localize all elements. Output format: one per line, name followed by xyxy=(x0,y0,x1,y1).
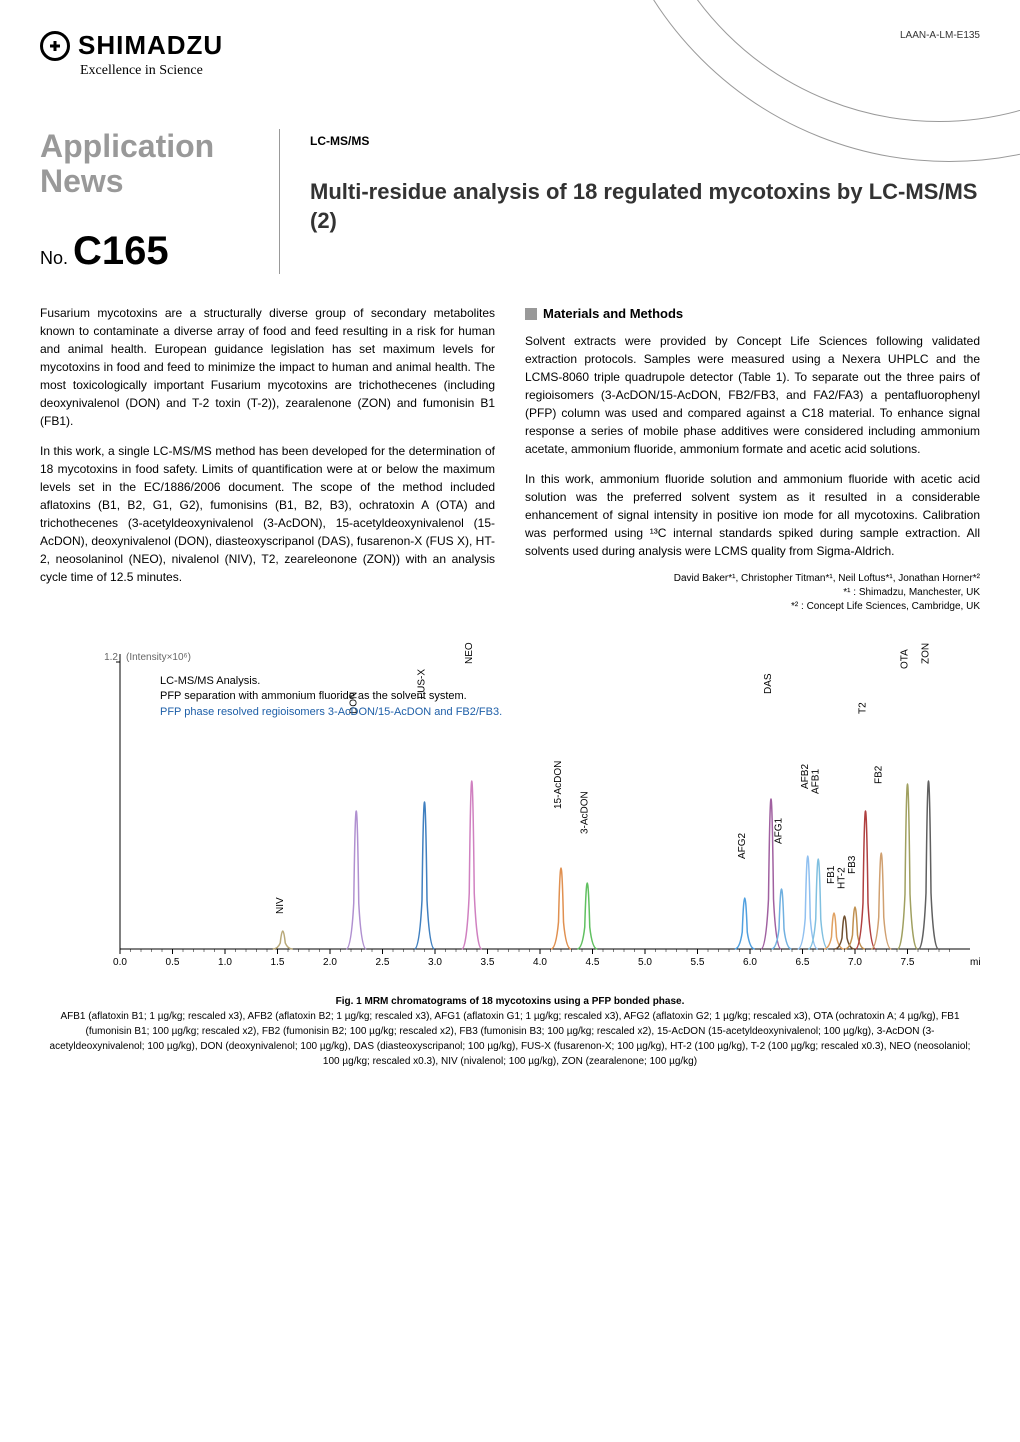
section-title: Materials and Methods xyxy=(543,304,683,324)
svg-text:6.5: 6.5 xyxy=(796,957,810,968)
figure-caption: Fig. 1 MRM chromatograms of 18 mycotoxin… xyxy=(40,994,980,1069)
number-value: C165 xyxy=(73,229,169,273)
article-title: Multi-residue analysis of 18 regulated m… xyxy=(310,178,980,235)
chart-annotation: LC-MS/MS Analysis. PFP separation with a… xyxy=(160,674,502,720)
svg-text:3-AcDON: 3-AcDON xyxy=(579,791,590,834)
svg-text:2.0: 2.0 xyxy=(323,957,337,968)
page: LAAN-A-LM-E135 SHIMADZU Excellence in Sc… xyxy=(0,0,1020,1099)
svg-text:FB2: FB2 xyxy=(873,765,884,784)
svg-text:2.5: 2.5 xyxy=(376,957,390,968)
svg-text:4.5: 4.5 xyxy=(586,957,600,968)
svg-text:0.5: 0.5 xyxy=(166,957,180,968)
svg-text:FB3: FB3 xyxy=(847,855,858,874)
document-id: LAAN-A-LM-E135 xyxy=(900,30,980,41)
brand-logo: SHIMADZU xyxy=(40,30,980,61)
svg-text:15-AcDON: 15-AcDON xyxy=(553,761,564,809)
header-row: Application News No. C165 LC-MS/MS Multi… xyxy=(40,129,980,274)
section-marker-icon xyxy=(525,308,537,320)
header-left: Application News No. C165 xyxy=(40,129,280,274)
svg-text:7.0: 7.0 xyxy=(848,957,862,968)
app-news-line2: News xyxy=(40,163,124,199)
svg-text:7.5: 7.5 xyxy=(901,957,915,968)
svg-text:1.2: 1.2 xyxy=(104,652,118,663)
intro-paragraph-2: In this work, a single LC-MS/MS method h… xyxy=(40,442,495,586)
svg-text:6.0: 6.0 xyxy=(743,957,757,968)
svg-text:FB1: FB1 xyxy=(826,865,837,884)
logo-block: SHIMADZU Excellence in Science xyxy=(40,30,980,79)
svg-text:AFG2: AFG2 xyxy=(737,832,748,859)
svg-text:1.5: 1.5 xyxy=(271,957,285,968)
svg-text:4.0: 4.0 xyxy=(533,957,547,968)
body-content: Fusarium mycotoxins are a structurally d… xyxy=(40,304,980,614)
author-block: David Baker*¹, Christopher Titman*¹, Nei… xyxy=(525,572,980,614)
svg-text:AFB2: AFB2 xyxy=(800,763,811,788)
svg-text:DAS: DAS xyxy=(763,673,774,694)
affiliation-1: *¹ : Shimadzu, Manchester, UK xyxy=(525,586,980,600)
doc-number: No. C165 xyxy=(40,229,264,274)
svg-text:3.0: 3.0 xyxy=(428,957,442,968)
annotation-line-3: PFP phase resolved regioisomers 3-AcDON/… xyxy=(160,705,502,720)
svg-text:3.5: 3.5 xyxy=(481,957,495,968)
svg-text:1.0: 1.0 xyxy=(218,957,232,968)
author-names: David Baker*¹, Christopher Titman*¹, Nei… xyxy=(525,572,980,586)
application-news-label: Application News xyxy=(40,129,264,199)
header-right: LC-MS/MS Multi-residue analysis of 18 re… xyxy=(310,129,980,235)
number-prefix: No. xyxy=(40,248,68,268)
svg-text:NEO: NEO xyxy=(464,642,475,664)
svg-text:OTA: OTA xyxy=(900,649,911,669)
chromatogram-chart: 1.2 (Intensity×10⁶) 0.0 0.5 1.0 1.5 2.0 2.5 3.0 3… xyxy=(40,634,980,984)
svg-text:0.0: 0.0 xyxy=(113,957,127,968)
brand-tagline: Excellence in Science xyxy=(80,63,980,79)
body-right-column: Materials and Methods Solvent extracts w… xyxy=(525,304,980,614)
annotation-line-2: PFP separation with ammonium fluoride as… xyxy=(160,689,502,704)
annotation-line-1: LC-MS/MS Analysis. xyxy=(160,674,502,689)
intro-paragraph-1: Fusarium mycotoxins are a structurally d… xyxy=(40,304,495,430)
methods-paragraph-1: Solvent extracts were provided by Concep… xyxy=(525,332,980,458)
section-header: Materials and Methods xyxy=(525,304,980,324)
svg-text:AFG1: AFG1 xyxy=(774,817,785,844)
svg-text:(Intensity×10⁶): (Intensity×10⁶) xyxy=(126,652,191,663)
svg-text:T2: T2 xyxy=(858,702,869,714)
svg-text:5.0: 5.0 xyxy=(638,957,652,968)
app-news-line1: Application xyxy=(40,128,214,164)
body-left-column: Fusarium mycotoxins are a structurally d… xyxy=(40,304,495,614)
svg-text:HT-2: HT-2 xyxy=(837,867,848,889)
methods-paragraph-2: In this work, ammonium fluoride solution… xyxy=(525,470,980,560)
svg-text:ZON: ZON xyxy=(921,643,932,664)
logo-icon xyxy=(40,31,70,61)
svg-text:AFB1: AFB1 xyxy=(810,768,821,793)
affiliation-2: *² : Concept Life Sciences, Cambridge, U… xyxy=(525,600,980,614)
caption-body: AFB1 (aflatoxin B1; 1 µg/kg; rescaled x3… xyxy=(40,1009,980,1069)
category-label: LC-MS/MS xyxy=(310,134,980,148)
brand-name: SHIMADZU xyxy=(78,30,223,61)
svg-text:5.5: 5.5 xyxy=(691,957,705,968)
caption-title: Fig. 1 MRM chromatograms of 18 mycotoxin… xyxy=(40,994,980,1009)
svg-text:NIV: NIV xyxy=(275,897,286,914)
svg-text:min: min xyxy=(970,957,980,968)
